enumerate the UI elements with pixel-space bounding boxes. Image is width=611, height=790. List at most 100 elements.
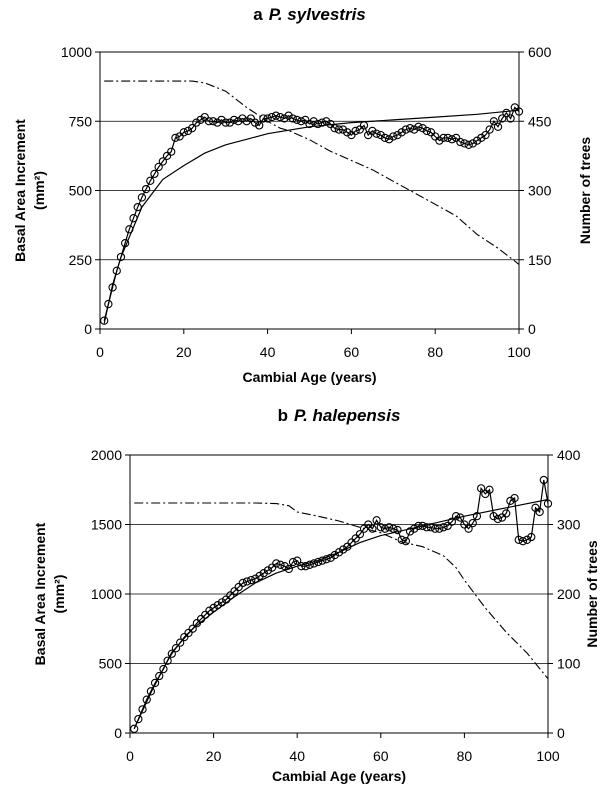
bai-data-point xyxy=(167,147,176,156)
bai-data-point xyxy=(138,705,147,714)
bai-data-point xyxy=(226,591,235,600)
bai-data-point xyxy=(259,569,268,578)
bai-data-point xyxy=(208,117,218,126)
bai-data-point xyxy=(368,126,377,136)
bai-data-point xyxy=(255,121,264,130)
panel-b: b P. halepensis05001000150020000100200300… xyxy=(32,406,600,784)
y-tick-label: 1000 xyxy=(91,586,122,602)
bai-data-point xyxy=(146,176,155,185)
bai-data-point xyxy=(460,520,469,529)
bai-data-point xyxy=(250,118,260,127)
bai-data-point xyxy=(230,587,239,596)
bai-data-point xyxy=(280,114,289,123)
bai-data-point xyxy=(439,523,448,532)
bai-data-point xyxy=(159,664,168,674)
bai-data-point xyxy=(485,485,494,494)
x-axis-title: Cambial Age (years) xyxy=(242,369,376,385)
y-axis-title-line1: Basal Area Increment xyxy=(32,522,48,665)
bai-data-point xyxy=(514,107,524,116)
bai-data-point xyxy=(372,129,381,138)
bai-data-point xyxy=(259,114,268,123)
bai-data-point xyxy=(443,133,452,143)
bai-data-point xyxy=(380,524,390,533)
bai-data-point xyxy=(359,524,369,533)
bai-data-point xyxy=(338,125,348,134)
bai-data-point xyxy=(476,484,486,493)
bai-data-point xyxy=(188,124,197,133)
y2-tick-label: 300 xyxy=(557,517,581,533)
bai-data-point xyxy=(205,606,214,615)
bai-data-point xyxy=(384,135,394,144)
bai-fitted-curve xyxy=(133,498,549,730)
bai-data-point xyxy=(134,714,143,724)
y2-tick-label: 100 xyxy=(557,656,581,672)
y2-tick-label: 0 xyxy=(528,321,536,337)
bai-data-point xyxy=(527,532,536,542)
bai-data-point xyxy=(292,115,302,125)
bai-data-point xyxy=(468,518,477,528)
bai-data-point xyxy=(510,493,519,503)
bai-data-point xyxy=(376,130,385,140)
bai-data-point xyxy=(301,562,310,571)
y2-tick-label: 600 xyxy=(528,44,552,60)
bai-data-point xyxy=(380,133,390,143)
bai-data-point xyxy=(355,125,364,134)
bai-data-point xyxy=(343,128,352,137)
bai-data-point xyxy=(221,118,230,127)
number-of-trees-line xyxy=(134,502,549,680)
y2-axis-title: Number of trees xyxy=(584,540,600,648)
bai-data-point xyxy=(238,114,247,123)
bai-data-point xyxy=(497,513,507,522)
bai-data-point xyxy=(309,117,318,126)
bai-data-point xyxy=(414,122,423,131)
bai-data-point xyxy=(397,535,406,544)
bai-data-point xyxy=(364,130,373,140)
bai-data-point xyxy=(272,559,281,568)
y2-tick-label: 0 xyxy=(557,725,565,741)
y-tick-label: 250 xyxy=(69,252,93,268)
bai-data-point xyxy=(200,112,209,122)
bai-data-point xyxy=(276,560,285,569)
bai-data-point xyxy=(255,571,264,581)
y2-tick-label: 200 xyxy=(557,586,581,602)
bai-data-point xyxy=(401,537,411,546)
bai-data-point xyxy=(368,524,377,533)
x-tick-label: 80 xyxy=(427,344,443,360)
bai-data-point xyxy=(460,139,469,148)
x-tick-label: 80 xyxy=(457,748,473,764)
bai-data-point xyxy=(288,114,297,123)
x-tick-label: 0 xyxy=(96,344,104,360)
bai-data-point xyxy=(376,523,385,532)
bai-data-point xyxy=(130,724,139,733)
bai-data-point xyxy=(347,130,356,140)
bai-data-point xyxy=(162,151,172,161)
bai-data-point xyxy=(141,184,151,194)
y2-tick-label: 150 xyxy=(528,252,552,268)
bai-data-point xyxy=(217,115,226,125)
species-name: P. sylvestris xyxy=(269,5,366,24)
bai-data-point xyxy=(309,559,319,568)
y2-tick-label: 400 xyxy=(557,447,581,463)
bai-data-point xyxy=(204,117,214,126)
bai-data-point xyxy=(339,545,348,554)
bai-observed-line xyxy=(133,479,549,730)
bai-data-point xyxy=(213,118,222,127)
bai-data-point xyxy=(506,496,515,506)
bai-fitted-curve xyxy=(103,109,520,324)
bai-data-point xyxy=(225,118,235,127)
y-tick-label: 0 xyxy=(114,725,122,741)
bai-data-point xyxy=(485,125,494,134)
bai-data-point xyxy=(481,130,490,140)
bai-data-point xyxy=(464,524,473,533)
bai-data-point xyxy=(389,132,398,141)
bai-data-point xyxy=(430,524,440,533)
bai-data-point xyxy=(443,521,452,531)
y-tick-label: 1500 xyxy=(91,517,122,533)
bai-data-point xyxy=(397,128,406,137)
y2-tick-label: 450 xyxy=(528,113,552,129)
bai-data-point xyxy=(150,678,160,688)
bai-data-point xyxy=(385,523,394,532)
bai-data-point xyxy=(435,136,444,145)
bai-data-point xyxy=(188,624,197,633)
bai-data-point xyxy=(104,299,113,309)
